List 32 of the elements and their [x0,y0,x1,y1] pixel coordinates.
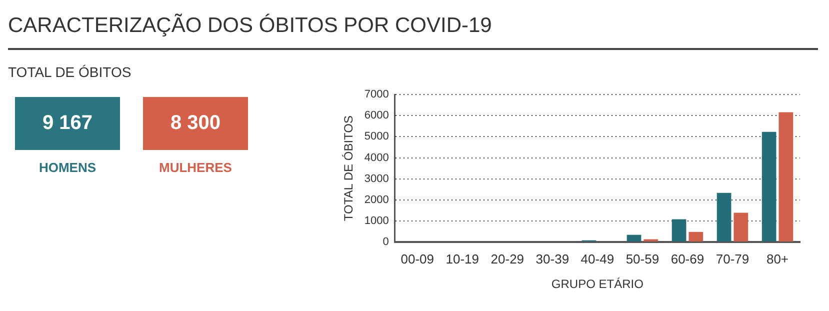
y-tick-label: 1000 [364,214,389,227]
x-tick-label: 30-39 [536,251,570,266]
x-tick-label: 40-49 [580,251,614,266]
text: TOTAL DE ÓBITOS [8,64,132,80]
category-label: MULHERES [158,160,233,175]
category-label: HOMENS [38,160,98,175]
x-tick-label: 60-69 [670,251,704,266]
y-tick-label: 4000 [364,152,389,164]
x-tick-label: 80+ [766,251,789,266]
bar [778,112,794,242]
y-tick-label: 5000 [364,130,389,143]
text: 9 167 [42,112,93,134]
text: 8 300 [170,112,221,134]
x-axis-title: GRUPO ETÁRIO [551,277,644,292]
bar [762,132,776,242]
bar [716,192,732,242]
y-tick-label: 2000 [364,194,389,206]
y-tick-label: 7000 [364,88,389,101]
y-tick-label: 0 [382,236,389,248]
bar [688,232,704,242]
x-tick-label: 70-79 [716,251,750,266]
x-tick-label: 20-29 [490,251,524,266]
x-tick-label: 00-09 [400,251,434,266]
bar [734,212,748,242]
y-axis-title: TOTAL DE ÓBITOS [342,116,356,222]
x-tick-label: 10-19 [446,251,480,266]
x-tick-label: 50-59 [626,251,660,266]
bar [672,219,686,242]
text: CARACTERIZAÇÃO DOS ÓBITOS POR COVID-19 [8,14,492,38]
y-tick-label: 3000 [364,172,389,185]
bar [626,234,642,242]
y-tick-label: 6000 [364,110,389,122]
